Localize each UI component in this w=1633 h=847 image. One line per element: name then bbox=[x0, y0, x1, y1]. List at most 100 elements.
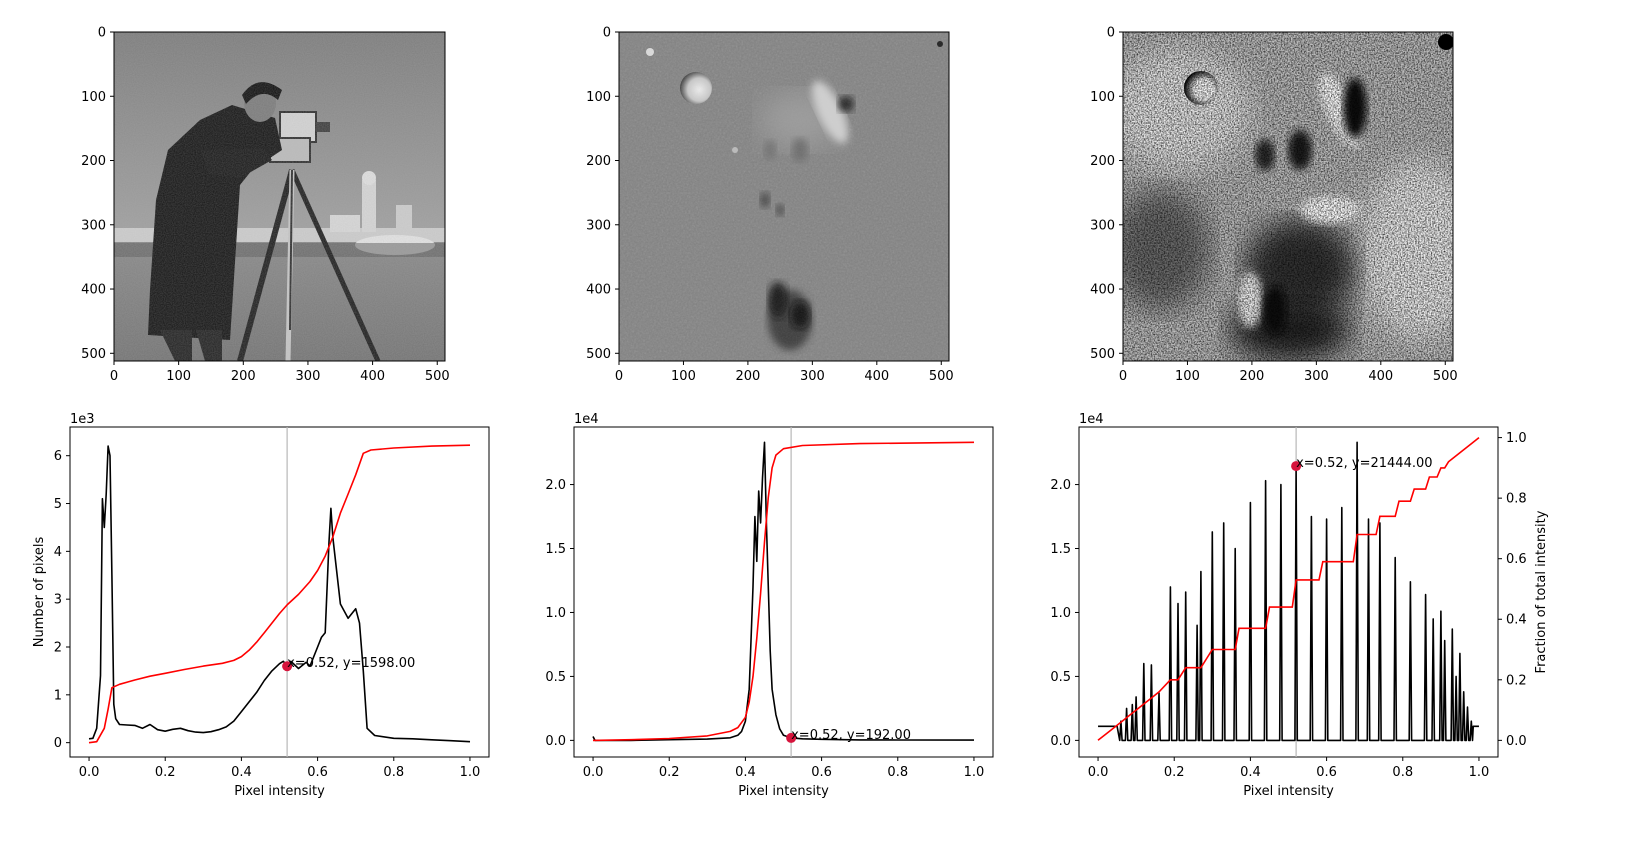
hist1-xlabel: Pixel intensity bbox=[234, 784, 325, 799]
hist2-xtick-label: 0.0 bbox=[583, 765, 604, 780]
hist1-xtick-label: 0.0 bbox=[79, 765, 100, 780]
hist3-y2tick-label: 0.4 bbox=[1506, 613, 1527, 628]
hist2-frame bbox=[573, 426, 994, 758]
hist2-ytick-label: 2.0 bbox=[545, 478, 566, 493]
image1-xtick-label: 400 bbox=[360, 369, 385, 384]
hist1-ytick-label: 0 bbox=[54, 736, 62, 751]
hist1-frame bbox=[69, 426, 490, 758]
image2-xtick-label: 300 bbox=[800, 369, 825, 384]
hist3-series-group bbox=[1097, 427, 1480, 757]
hist2-offset-text: 1e4 bbox=[574, 412, 599, 427]
hist2-ytick-label: 1.5 bbox=[545, 542, 566, 557]
hist1-xtick-label: 0.2 bbox=[155, 765, 176, 780]
image3-axis-ticks: 0 100 200 300 400 500 0 100 200 300 400 500 bbox=[1090, 26, 1458, 385]
image1-xtick-label: 200 bbox=[231, 369, 256, 384]
image2-axis-ticks: 0 100 200 300 400 500 0 100 200 300 400 500 bbox=[586, 26, 954, 385]
hist3-xtick-label: 0.6 bbox=[1316, 765, 1337, 780]
hist1-ytick-label: 6 bbox=[54, 449, 62, 464]
image-panel-cameraman: 0 100 200 300 400 500 0 100 200 300 400 500 bbox=[81, 26, 449, 385]
image3-ytick-label: 100 bbox=[1090, 90, 1115, 105]
image2-xtick-label: 400 bbox=[864, 369, 889, 384]
image2-ytick-label: 100 bbox=[586, 90, 611, 105]
hist2-xtick-label: 1.0 bbox=[964, 765, 985, 780]
image1-ytick-label: 300 bbox=[81, 218, 106, 233]
image3-ytick-label: 500 bbox=[1090, 347, 1115, 362]
hist3-series-cdf bbox=[1097, 436, 1480, 741]
hist1-annotation: x=0.52, y=1598.00 bbox=[287, 656, 415, 671]
hist1-series-group bbox=[88, 427, 471, 757]
hist3-ytick-label: 1.0 bbox=[1050, 606, 1071, 621]
hist2-series-1 bbox=[592, 441, 975, 742]
hist2-xtick-label: 0.4 bbox=[735, 765, 756, 780]
hist3-xtick-label: 0.8 bbox=[1392, 765, 1413, 780]
hist1-axis-ticks: 0.0 0.2 0.4 0.6 0.8 1.0 0 1 2 3 4 5 6 bbox=[54, 449, 481, 780]
hist2-axis-ticks: 0.0 0.2 0.4 0.6 0.8 1.0 0.0 0.5 1.0 1.5 2.0 bbox=[545, 478, 984, 780]
image2-ytick-label: 0 bbox=[603, 26, 611, 41]
hist1-series-0 bbox=[88, 445, 471, 743]
image2-ytick-label: 200 bbox=[586, 154, 611, 169]
image2-xtick-label: 200 bbox=[735, 369, 760, 384]
hist3-xlabel: Pixel intensity bbox=[1243, 784, 1334, 799]
hist2-ytick-label: 0.0 bbox=[545, 734, 566, 749]
image3-xtick-label: 300 bbox=[1304, 369, 1329, 384]
image1-ytick-label: 100 bbox=[81, 90, 106, 105]
image1-ytick-label: 500 bbox=[81, 347, 106, 362]
image3-xtick-label: 200 bbox=[1239, 369, 1264, 384]
hist1-ytick-label: 3 bbox=[54, 593, 62, 608]
hist1-ytick-label: 5 bbox=[54, 497, 62, 512]
hist1-offset-text: 1e3 bbox=[70, 412, 95, 427]
image1-ytick-label: 400 bbox=[81, 283, 106, 298]
image2-ytick-label: 300 bbox=[586, 218, 611, 233]
hist3-annotation: x=0.52, y=21444.00 bbox=[1296, 456, 1432, 471]
image3-frame bbox=[1122, 31, 1454, 362]
hist3-xtick-label: 0.4 bbox=[1240, 765, 1261, 780]
moon-image bbox=[619, 32, 949, 361]
image1-xtick-label: 500 bbox=[425, 369, 450, 384]
image3-ytick-label: 300 bbox=[1090, 218, 1115, 233]
hist3-marker bbox=[1291, 461, 1302, 472]
image-panel-moon: 0 100 200 300 400 500 0 100 200 300 400 500 bbox=[586, 26, 954, 385]
hist2-xlabel: Pixel intensity bbox=[738, 784, 829, 799]
hist3-frame bbox=[1078, 426, 1499, 758]
hist3-ytick-label: 0.0 bbox=[1050, 734, 1071, 749]
image1-xtick-label: 100 bbox=[166, 369, 191, 384]
image3-ytick-label: 400 bbox=[1090, 283, 1115, 298]
hist1-ytick-label: 4 bbox=[54, 545, 62, 560]
hist2-xtick-label: 0.6 bbox=[811, 765, 832, 780]
hist2-xtick-label: 0.8 bbox=[887, 765, 908, 780]
hist3-y2tick-label: 0.2 bbox=[1506, 673, 1527, 688]
hist3-xtick-label: 0.0 bbox=[1088, 765, 1109, 780]
hist3-y2tick-label: 1.0 bbox=[1506, 431, 1527, 446]
hist1-xtick-label: 0.8 bbox=[383, 765, 404, 780]
hist1-xtick-label: 0.4 bbox=[231, 765, 252, 780]
hist3-ytick-label: 0.5 bbox=[1050, 670, 1071, 685]
hist1-marker bbox=[282, 661, 293, 672]
hist1-xtick-label: 0.6 bbox=[307, 765, 328, 780]
image-panel-moon-equalized: 0 100 200 300 400 500 0 100 200 300 400 500 bbox=[1090, 26, 1458, 385]
hist3-ytick-label: 2.0 bbox=[1050, 478, 1071, 493]
image3-xtick-label: 500 bbox=[1433, 369, 1458, 384]
image3-ytick-label: 0 bbox=[1107, 26, 1115, 41]
image1-ytick-label: 200 bbox=[81, 154, 106, 169]
image1-ytick-label: 0 bbox=[98, 26, 106, 41]
image2-ytick-label: 500 bbox=[586, 347, 611, 362]
hist3-ytick-label: 1.5 bbox=[1050, 542, 1071, 557]
hist3-y2tick-label: 0.0 bbox=[1506, 734, 1527, 749]
hist1-series-1 bbox=[88, 444, 471, 744]
hist1-ylabel: Number of pixels bbox=[32, 536, 47, 647]
hist1-xtick-label: 1.0 bbox=[460, 765, 481, 780]
hist3-offset-text: 1e4 bbox=[1079, 412, 1104, 427]
hist3-y2label: Fraction of total intensity bbox=[1534, 510, 1549, 673]
image1-xtick-label: 0 bbox=[110, 369, 118, 384]
hist3-xtick-label: 1.0 bbox=[1469, 765, 1490, 780]
hist3-axis-ticks: 0.0 0.2 0.4 0.6 0.8 1.0 0.0 0.2 0.4 0.6 0.8 1.0 0.0 0… bbox=[1050, 431, 1526, 780]
hist3-xtick-label: 0.2 bbox=[1164, 765, 1185, 780]
hist2-annotation: x=0.52, y=192.00 bbox=[791, 728, 911, 743]
cameraman-image bbox=[114, 32, 445, 361]
hist2-ytick-label: 0.5 bbox=[545, 670, 566, 685]
histogram-panel-cameraman: 0.0 0.2 0.4 0.6 0.8 1.0 0 1 2 3 4 5 6 1e3 Pixel inte… bbox=[32, 412, 490, 799]
image2-xtick-label: 100 bbox=[671, 369, 696, 384]
hist2-series-group bbox=[592, 427, 975, 757]
image3-ytick-label: 200 bbox=[1090, 154, 1115, 169]
